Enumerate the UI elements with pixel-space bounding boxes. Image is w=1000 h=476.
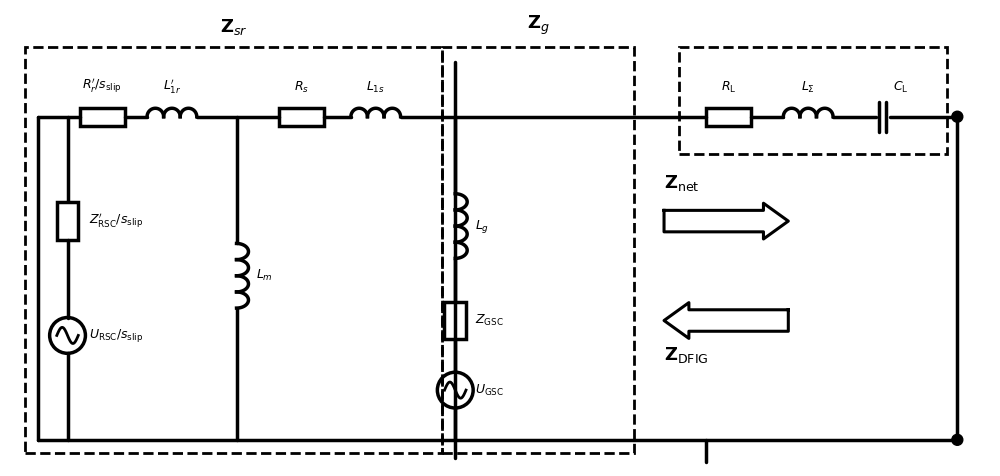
Circle shape bbox=[952, 111, 963, 122]
FancyBboxPatch shape bbox=[279, 108, 324, 126]
Text: $U_{\mathrm{RSC}}/s_{\mathrm{slip}}$: $U_{\mathrm{RSC}}/s_{\mathrm{slip}}$ bbox=[89, 327, 144, 344]
FancyBboxPatch shape bbox=[80, 108, 125, 126]
Text: $R_{s}$: $R_{s}$ bbox=[294, 80, 309, 95]
Polygon shape bbox=[664, 203, 788, 239]
Text: $L_{g}$: $L_{g}$ bbox=[475, 218, 489, 235]
FancyBboxPatch shape bbox=[444, 302, 466, 339]
Text: $R_{\mathrm{L}}$: $R_{\mathrm{L}}$ bbox=[721, 80, 736, 95]
Text: $L_{m}$: $L_{m}$ bbox=[256, 268, 273, 283]
Text: $\mathbf{Z}_{\mathrm{DFIG}}$: $\mathbf{Z}_{\mathrm{DFIG}}$ bbox=[664, 346, 709, 366]
Text: $Z_{\mathrm{RSC}}'/s_{\mathrm{slip}}$: $Z_{\mathrm{RSC}}'/s_{\mathrm{slip}}$ bbox=[89, 212, 143, 230]
Text: $\mathbf{Z}_{sr}$: $\mathbf{Z}_{sr}$ bbox=[220, 17, 247, 37]
Text: $U_{\mathrm{GSC}}$: $U_{\mathrm{GSC}}$ bbox=[475, 383, 504, 397]
FancyBboxPatch shape bbox=[57, 202, 78, 240]
Text: $\mathbf{Z}_{g}$: $\mathbf{Z}_{g}$ bbox=[527, 14, 550, 37]
Text: $R_{r}'/s_{\mathrm{slip}}$: $R_{r}'/s_{\mathrm{slip}}$ bbox=[82, 76, 122, 95]
Polygon shape bbox=[664, 303, 788, 338]
Text: $L_{\Sigma}$: $L_{\Sigma}$ bbox=[801, 80, 815, 95]
Text: $\mathbf{Z}_{\mathrm{net}}$: $\mathbf{Z}_{\mathrm{net}}$ bbox=[664, 173, 700, 193]
FancyBboxPatch shape bbox=[706, 108, 751, 126]
Text: $L_{1s}$: $L_{1s}$ bbox=[366, 80, 385, 95]
Text: $Z_{\mathrm{GSC}}$: $Z_{\mathrm{GSC}}$ bbox=[475, 313, 504, 328]
Circle shape bbox=[952, 434, 963, 445]
Text: $L_{1r}'$: $L_{1r}'$ bbox=[163, 77, 181, 95]
Text: $C_{\mathrm{L}}$: $C_{\mathrm{L}}$ bbox=[893, 80, 908, 95]
